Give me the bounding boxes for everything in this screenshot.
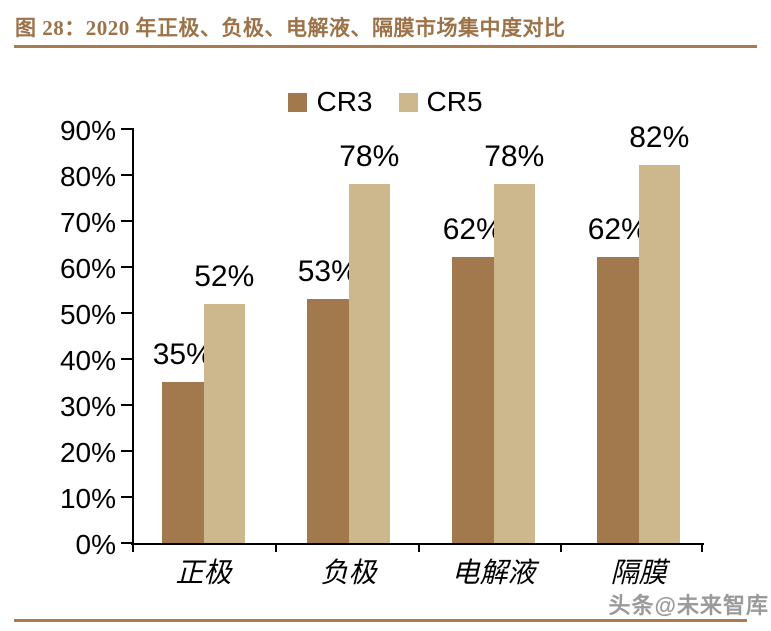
y-axis-line [132,128,134,552]
y-axis-tick [121,495,132,498]
y-axis-tick-label: 40% [59,344,116,376]
bar-value-label-cr3-3: 62% [442,213,503,247]
x-axis-tick [132,543,134,552]
y-axis-tick-label: 20% [59,436,116,468]
y-axis-tick [121,449,132,452]
title-divider [14,45,757,48]
legend-swatch-cr3 [288,92,308,112]
x-axis-tick [560,543,563,552]
bar-value-label-cr3-2: 53% [297,254,358,288]
bar-value-label-cr5-3: 78% [484,139,545,173]
bar-value-label-cr3-1: 35% [152,337,213,371]
x-axis-category-label-4: 隔膜 [610,558,667,589]
x-axis-tick [701,543,703,552]
x-axis-tick [274,543,277,552]
y-axis-tick [121,357,132,360]
bar-cr3-3 [452,257,494,543]
y-axis-tick [121,173,132,176]
bar-cr5-4 [638,165,680,543]
bar-cr3-1 [162,381,204,543]
legend-item-cr5: CR5 [398,86,483,117]
legend-label-cr3: CR3 [316,86,373,117]
y-axis-tick-label: 80% [59,160,116,192]
figure-title: 图 28：2020 年正极、负极、电解液、隔膜市场集中度对比 [15,16,566,40]
y-axis-tick-label: 30% [59,390,116,422]
legend-swatch-cr5 [398,92,418,112]
x-axis-category-label-2: 负极 [320,558,377,589]
legend-label-cr5: CR5 [426,86,483,117]
y-axis-tick [121,219,132,222]
x-axis-category-label-1: 正极 [175,558,232,589]
bar-cr5-2 [348,183,390,543]
bar-cr5-1 [203,303,245,543]
bottom-divider [14,619,747,622]
y-axis-tick-label: 10% [59,482,116,514]
bar-cr3-2 [307,298,349,543]
y-axis-tick-label: 60% [59,252,116,284]
x-axis-tick [417,543,420,552]
y-axis-tick [121,265,132,268]
y-axis-tick [121,127,132,130]
legend-item-cr3: CR3 [288,86,373,117]
bar-value-label-cr5-1: 52% [194,259,255,293]
bar-cr5-3 [493,183,535,543]
bar-cr3-4 [597,257,639,543]
bar-value-label-cr3-4: 62% [587,213,648,247]
watermark: 头条@未来智库 [608,593,769,618]
bar-value-label-cr5-2: 78% [339,139,400,173]
y-axis-tick-label: 90% [59,114,116,146]
y-axis-tick [121,403,132,406]
y-axis-tick-label: 0% [75,529,116,560]
x-axis-category-label-3: 电解液 [451,558,536,589]
y-axis-tick-label: 70% [59,206,116,238]
chart-legend: CR3 CR5 [0,88,771,116]
y-axis-tick-label: 50% [59,298,116,330]
bar-value-label-cr5-4: 82% [629,121,690,155]
y-axis-tick [121,542,132,544]
y-axis-tick [121,311,132,314]
